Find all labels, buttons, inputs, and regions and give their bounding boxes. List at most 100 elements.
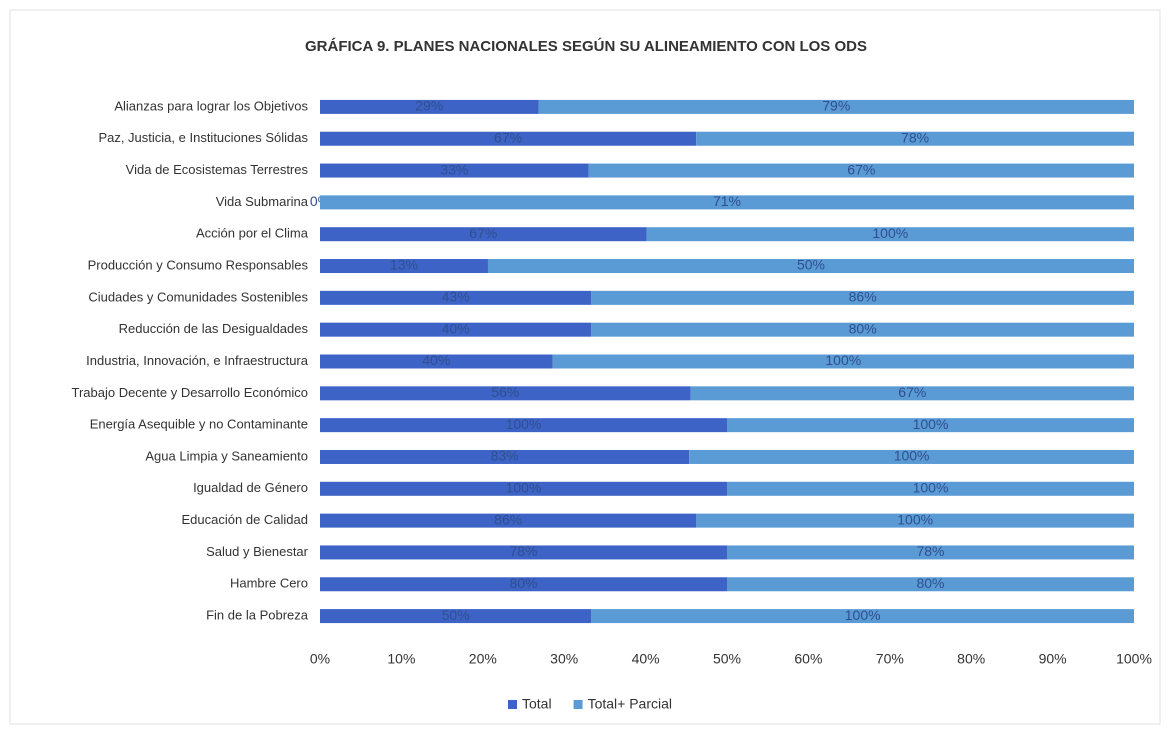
x-tick-label: 90% <box>1039 651 1067 667</box>
data-label: 40% <box>422 352 450 368</box>
x-tick-label: 20% <box>469 651 497 667</box>
data-label: 56% <box>491 384 519 400</box>
legend-swatch <box>573 700 583 709</box>
y-tick-label: Energía Asequible y no Contaminante <box>90 417 308 432</box>
bar-segment <box>320 386 691 401</box>
bar-segment <box>588 163 1134 178</box>
y-tick-label: Producción y Consumo Responsables <box>88 257 309 272</box>
data-label: 50% <box>797 257 825 273</box>
bar-segment <box>320 259 488 274</box>
x-tick-label: 10% <box>387 651 415 667</box>
y-tick-label: Salud y Bienestar <box>206 544 309 559</box>
bar-segment <box>487 259 1134 274</box>
x-tick-label: 70% <box>876 651 904 667</box>
data-label: 86% <box>849 289 877 305</box>
bar-segment <box>727 545 1134 560</box>
bar-segment <box>646 227 1134 242</box>
bar-segment <box>320 322 592 337</box>
bar-segment <box>320 449 690 464</box>
data-label: 100% <box>894 448 930 464</box>
x-tick-label: 30% <box>550 651 578 667</box>
data-label: 100% <box>913 479 949 495</box>
data-label: 80% <box>849 320 877 336</box>
bar-segment <box>690 386 1134 401</box>
data-label: 67% <box>469 225 497 241</box>
data-label: 80% <box>509 575 537 591</box>
x-tick-label: 100% <box>1116 651 1152 667</box>
bar-segment <box>320 227 647 242</box>
data-label: 67% <box>898 384 926 400</box>
data-label: 40% <box>442 320 470 336</box>
bar-segment <box>320 290 592 305</box>
data-label: 100% <box>872 225 908 241</box>
data-label: 13% <box>390 257 418 273</box>
bar-segment <box>727 577 1134 592</box>
bar-segment <box>320 163 589 178</box>
bar-segment <box>320 481 727 496</box>
bar-segment <box>320 354 553 369</box>
data-label: 33% <box>440 161 468 177</box>
data-label: 67% <box>847 161 875 177</box>
data-label: 100% <box>506 416 542 432</box>
bar-segment <box>320 418 727 433</box>
data-label: 80% <box>916 575 944 591</box>
legend-label: Total+ Parcial <box>588 696 672 712</box>
y-tick-label: Alianzas para lograr los Objetivos <box>114 98 308 113</box>
y-tick-label: Fin de la Pobreza <box>206 608 309 623</box>
bar-segment <box>320 99 539 114</box>
bar-segment <box>591 322 1134 337</box>
bar-segment <box>538 99 1134 114</box>
x-tick-label: 50% <box>713 651 741 667</box>
bar-segment <box>591 609 1134 624</box>
data-label: 78% <box>916 543 944 559</box>
y-tick-label: Igualdad de Género <box>193 480 308 495</box>
data-label: 83% <box>491 448 519 464</box>
y-tick-label: Educación de Calidad <box>182 512 308 527</box>
y-tick-label: Industria, Innovación, e Infraestructura <box>86 353 309 368</box>
data-label: 67% <box>494 129 522 145</box>
y-tick-label: Ciudades y Comunidades Sostenibles <box>88 289 308 304</box>
bar-segment <box>727 418 1134 433</box>
bar-segment <box>591 290 1134 305</box>
data-label: 71% <box>713 193 741 209</box>
data-label: 43% <box>442 289 470 305</box>
data-label: 100% <box>825 352 861 368</box>
data-label: 100% <box>897 511 933 527</box>
bar-segment <box>320 195 1134 210</box>
bar-segment <box>320 577 727 592</box>
y-tick-label: Reducción de las Desigualdades <box>119 321 309 336</box>
y-tick-label: Vida Submarina <box>216 194 309 209</box>
bar-segment <box>320 513 697 528</box>
data-label: 50% <box>442 607 470 623</box>
data-label: 100% <box>506 479 542 495</box>
y-tick-label: Trabajo Decente y Desarrollo Económico <box>71 385 308 400</box>
data-label: 79% <box>822 98 850 114</box>
bar-segment <box>727 481 1134 496</box>
data-label: 29% <box>415 98 443 114</box>
data-label: 100% <box>845 607 881 623</box>
x-tick-label: 0% <box>310 651 330 667</box>
bar-segment <box>689 449 1134 464</box>
y-tick-label: Hambre Cero <box>230 576 308 591</box>
x-tick-label: 60% <box>794 651 822 667</box>
legend-swatch <box>508 700 517 709</box>
chart-title: GRÁFICA 9. PLANES NACIONALES SEGÚN SU AL… <box>305 37 867 55</box>
data-label: 86% <box>494 511 522 527</box>
data-label: 78% <box>901 129 929 145</box>
data-label: 78% <box>509 543 537 559</box>
bar-segment <box>696 131 1134 146</box>
data-label: 100% <box>913 416 949 432</box>
y-tick-label: Acción por el Clima <box>196 226 309 241</box>
x-tick-label: 40% <box>632 651 660 667</box>
bar-segment <box>320 131 697 146</box>
bar-segment <box>696 513 1134 528</box>
y-tick-label: Agua Limpia y Saneamiento <box>145 448 308 463</box>
bar-segment <box>320 545 727 560</box>
legend-label: Total <box>522 696 552 712</box>
x-tick-label: 80% <box>957 651 985 667</box>
bar-segment <box>320 609 592 624</box>
bar-segment <box>552 354 1134 369</box>
y-tick-label: Paz, Justicia, e Instituciones Sólidas <box>98 130 308 145</box>
y-tick-label: Vida de Ecosistemas Terrestres <box>126 162 309 177</box>
